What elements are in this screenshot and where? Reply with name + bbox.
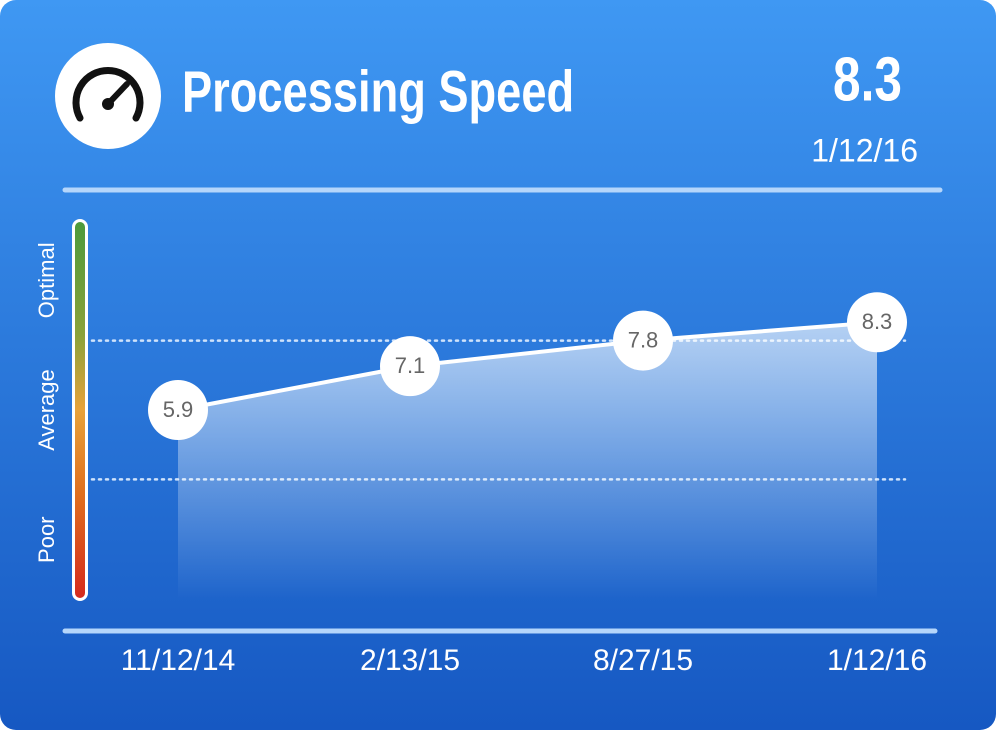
value-label: 8.3 — [862, 309, 893, 334]
x-tick-label: 2/13/15 — [360, 644, 460, 677]
point — [613, 310, 673, 371]
zone-bar — [75, 222, 85, 598]
gauge-icon — [55, 43, 161, 149]
line — [177, 320, 878, 412]
point — [847, 292, 907, 353]
zone-label: Optimal — [34, 242, 59, 318]
zone-label: Poor — [34, 516, 59, 562]
zone-label: Average — [34, 369, 59, 451]
x-tick-label: 11/12/14 — [121, 644, 236, 677]
x-tick-label: 1/12/16 — [827, 644, 927, 677]
chart-title: Processing Speed — [182, 60, 574, 125]
value-label: 5.9 — [163, 397, 194, 422]
value-label: 7.1 — [395, 353, 426, 378]
x-tick-label: 8/27/15 — [593, 644, 693, 677]
current-value: 8.3 — [833, 44, 902, 114]
point — [380, 336, 440, 397]
current-date: 1/12/16 — [811, 132, 918, 168]
point — [148, 380, 208, 440]
area — [178, 322, 877, 600]
value-label: 7.8 — [628, 327, 659, 352]
